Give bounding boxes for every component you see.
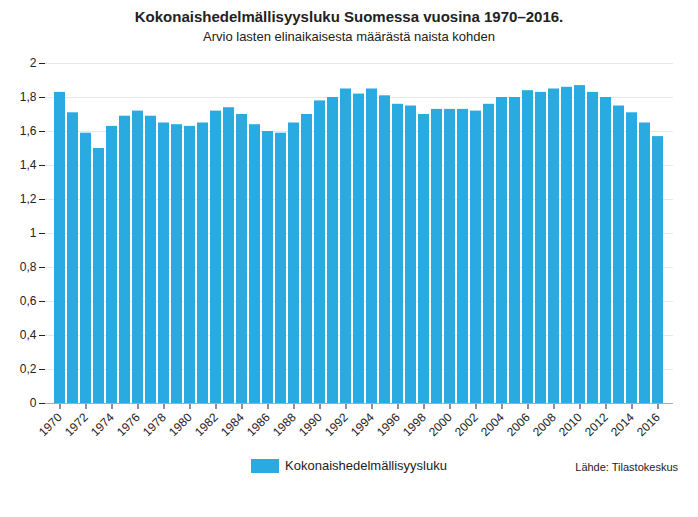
html-text:Lähde: Tilastokeskus: Lähde: Tilastokeskus — [575, 461, 678, 473]
svg-text:1982: 1982 — [192, 410, 221, 439]
svg-text:0: 0 — [30, 396, 37, 410]
svg-text:1988: 1988 — [270, 410, 299, 439]
svg-text:2014: 2014 — [608, 410, 637, 439]
svg-text:1978: 1978 — [140, 410, 169, 439]
svg-text:1990: 1990 — [296, 410, 325, 439]
svg-text:0,2: 0,2 — [20, 362, 37, 376]
svg-text:0,4: 0,4 — [20, 328, 37, 342]
svg-text:1974: 1974 — [88, 410, 117, 439]
svg-text:1,8: 1,8 — [20, 90, 37, 104]
svg-text:1994: 1994 — [348, 410, 377, 439]
svg-text:2008: 2008 — [530, 410, 559, 439]
svg-text:2002: 2002 — [452, 410, 481, 439]
svg-text:1980: 1980 — [166, 410, 195, 439]
svg-text:2012: 2012 — [582, 410, 611, 439]
svg-text:1,4: 1,4 — [20, 158, 37, 172]
svg-text:0,6: 0,6 — [20, 294, 37, 308]
svg-text:2004: 2004 — [478, 410, 507, 439]
svg-text:1970: 1970 — [36, 410, 65, 439]
svg-text:2000: 2000 — [426, 410, 455, 439]
svg-text:2006: 2006 — [504, 410, 533, 439]
svg-text:1998: 1998 — [400, 410, 429, 439]
html-text:Arvio lasten elinaikaisesta mä: Arvio lasten elinaikaisesta määrästä nai… — [203, 29, 495, 44]
svg-text:1992: 1992 — [322, 410, 351, 439]
svg-text:1984: 1984 — [218, 410, 247, 439]
svg-text:2: 2 — [30, 56, 37, 70]
svg-text:1,6: 1,6 — [20, 124, 37, 138]
svg-text:1976: 1976 — [114, 410, 143, 439]
svg-text:1996: 1996 — [374, 410, 403, 439]
html-text:Kokonaishedelmällisyysluku: Kokonaishedelmällisyysluku — [285, 458, 447, 474]
svg-text:1986: 1986 — [244, 410, 273, 439]
svg-text:2016: 2016 — [634, 410, 663, 439]
svg-text:1: 1 — [30, 226, 37, 240]
svg-text:0,8: 0,8 — [20, 260, 37, 274]
html-text:Kokonaishedelmällisyysluku Suo: Kokonaishedelmällisyysluku Suomessa vuos… — [134, 8, 564, 25]
svg-text:2010: 2010 — [556, 410, 585, 439]
svg-text:1,2: 1,2 — [20, 192, 37, 206]
svg-text:1972: 1972 — [62, 410, 91, 439]
